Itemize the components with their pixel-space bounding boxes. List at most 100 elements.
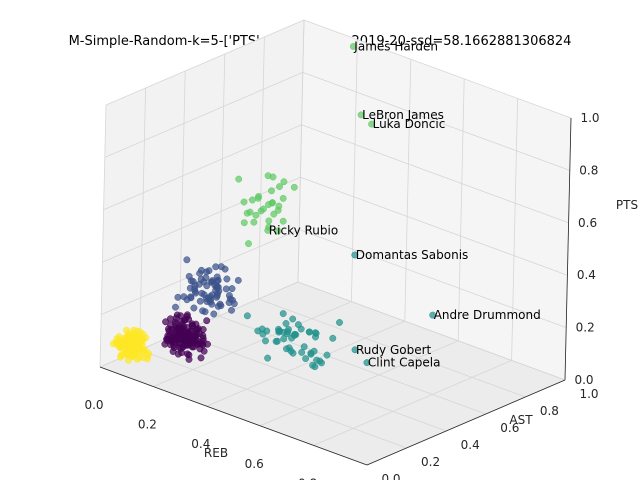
data-point — [289, 315, 297, 323]
data-point — [250, 218, 258, 226]
data-point — [285, 325, 292, 333]
data-point — [196, 297, 204, 305]
data-point — [268, 187, 275, 195]
data-point — [323, 351, 331, 359]
grid-z-back — [300, 176, 568, 276]
data-point — [264, 172, 272, 180]
grid-y-left — [258, 36, 265, 300]
data-point — [214, 283, 222, 291]
grid-y-floor — [139, 349, 407, 449]
data-point — [273, 337, 281, 345]
data-point — [185, 272, 193, 280]
data-point — [282, 320, 290, 327]
grid-z-back — [301, 124, 569, 224]
data-point — [283, 345, 290, 353]
y-tick-label: 0.0 — [381, 472, 400, 480]
grid-y-floor — [179, 332, 447, 432]
grid-z-left — [102, 176, 301, 263]
left-pane — [100, 20, 304, 367]
grid-y-left — [99, 104, 107, 368]
x-tick-label: 0.0 — [84, 398, 103, 412]
grid-z-back — [303, 19, 572, 119]
z-tick-label: 1.0 — [580, 111, 599, 125]
data-point — [429, 311, 437, 319]
x-axis-line — [99, 366, 368, 466]
grid-x-back — [351, 39, 358, 302]
data-point — [279, 310, 287, 318]
axis-panes — [100, 20, 571, 465]
player-annotation: Domantas Sabonis — [356, 248, 468, 262]
data-point — [182, 331, 190, 339]
data-point — [213, 293, 220, 301]
z-tick-label: 0.0 — [574, 373, 593, 387]
z-tick-label: 0.6 — [578, 216, 597, 230]
data-point — [192, 289, 200, 297]
y-tick-label: 0.4 — [461, 438, 480, 452]
grid-z-left — [103, 124, 302, 211]
data-point — [300, 343, 308, 351]
data-point — [180, 293, 188, 301]
data-point — [306, 328, 314, 336]
data-point — [204, 340, 211, 348]
data-point — [130, 337, 138, 345]
data-point — [206, 298, 214, 306]
player-annotation: LeBron James — [362, 108, 444, 122]
data-point — [270, 210, 278, 218]
x-tick-label: 0.2 — [138, 418, 157, 432]
y-tick-label: 0.6 — [500, 421, 519, 435]
data-point — [216, 300, 224, 308]
data-point — [292, 331, 300, 339]
x-tick-label: 0.4 — [191, 437, 210, 451]
data-point — [117, 351, 125, 359]
data-point — [162, 318, 170, 326]
data-point — [222, 285, 230, 293]
data-point — [228, 306, 235, 314]
data-point — [172, 303, 179, 311]
data-point — [235, 175, 243, 183]
grid-x-back — [404, 59, 412, 322]
data-point — [265, 223, 273, 231]
grid-x-back — [457, 78, 465, 341]
data-point — [289, 349, 297, 357]
z-axis-line — [564, 117, 572, 381]
data-point — [302, 355, 310, 363]
x-tick-label: 0.8 — [298, 476, 317, 480]
data-point — [268, 199, 276, 207]
data-point — [181, 316, 189, 324]
data-point — [203, 317, 211, 325]
grid-z-left — [105, 19, 305, 106]
y-tick-label: 0.8 — [540, 404, 559, 418]
data-point — [279, 217, 287, 225]
data-point — [212, 263, 220, 271]
data-point — [196, 345, 204, 353]
data-point — [262, 337, 269, 345]
data-point — [248, 196, 256, 204]
data-point — [246, 208, 254, 216]
data-point — [191, 336, 199, 344]
data-point — [196, 269, 204, 277]
data-point — [264, 354, 272, 362]
data-point — [363, 359, 371, 367]
data-point — [254, 327, 262, 335]
data-point — [351, 346, 359, 354]
y-axis-line — [366, 379, 566, 466]
data-point — [318, 359, 325, 367]
player-annotation: Clint Capela — [368, 356, 441, 370]
data-point — [245, 240, 252, 248]
data-point — [357, 111, 365, 119]
data-point — [294, 321, 302, 329]
data-point — [128, 353, 136, 361]
data-point — [349, 43, 357, 50]
grid-y-left — [297, 19, 305, 283]
grid-z-back — [299, 229, 567, 328]
data-point — [240, 198, 248, 206]
floor-pane — [100, 282, 565, 465]
grid-lines — [99, 19, 572, 466]
data-point — [109, 340, 117, 348]
data-point — [189, 321, 196, 329]
x-axis-label: REB — [204, 446, 228, 460]
data-point — [144, 352, 152, 359]
data-point — [217, 263, 225, 271]
data-point — [368, 120, 376, 128]
